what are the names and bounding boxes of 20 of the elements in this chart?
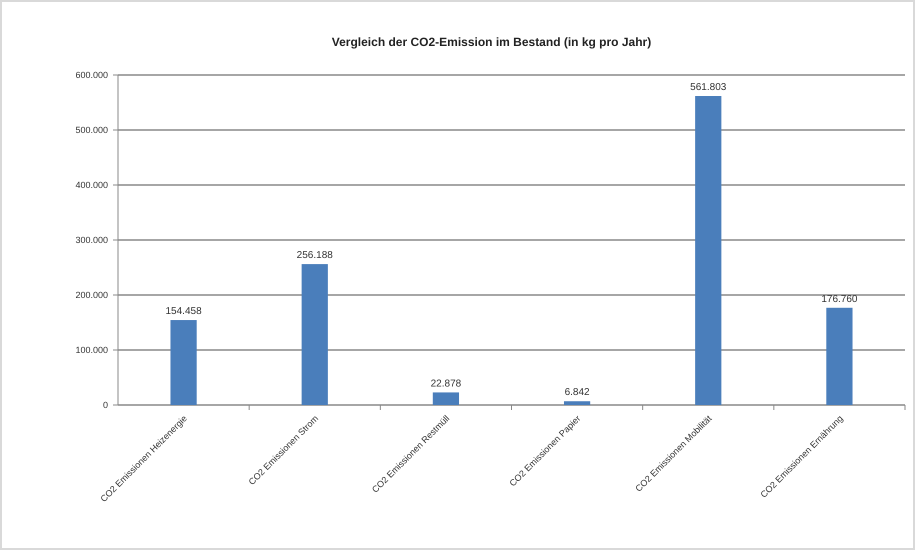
data-label: 154.458	[166, 306, 202, 318]
data-label: 22.878	[430, 378, 462, 390]
data-label: 176.760	[821, 294, 858, 305]
chart-title: Vergleich der CO2-Emission im Bestand (in kg pro Jahr)	[332, 35, 652, 49]
bar	[695, 96, 722, 405]
data-label: 256.188	[296, 250, 334, 262]
y-tick-label: 300.000	[75, 235, 108, 246]
bar	[302, 264, 328, 405]
y-tick-label: 600.000	[75, 70, 108, 80]
bar	[432, 392, 460, 405]
bar	[170, 320, 197, 405]
y-tick-label: 200.000	[75, 290, 108, 300]
y-tick-label: 500.000	[75, 125, 108, 136]
y-tick-label: 400.000	[75, 180, 108, 190]
data-label: 6.842	[564, 387, 590, 398]
y-tick-label: 0	[102, 400, 108, 410]
bar	[826, 308, 853, 405]
data-label: 561.803	[690, 82, 727, 94]
bar	[564, 401, 590, 405]
y-tick-label: 100.000	[75, 345, 108, 356]
